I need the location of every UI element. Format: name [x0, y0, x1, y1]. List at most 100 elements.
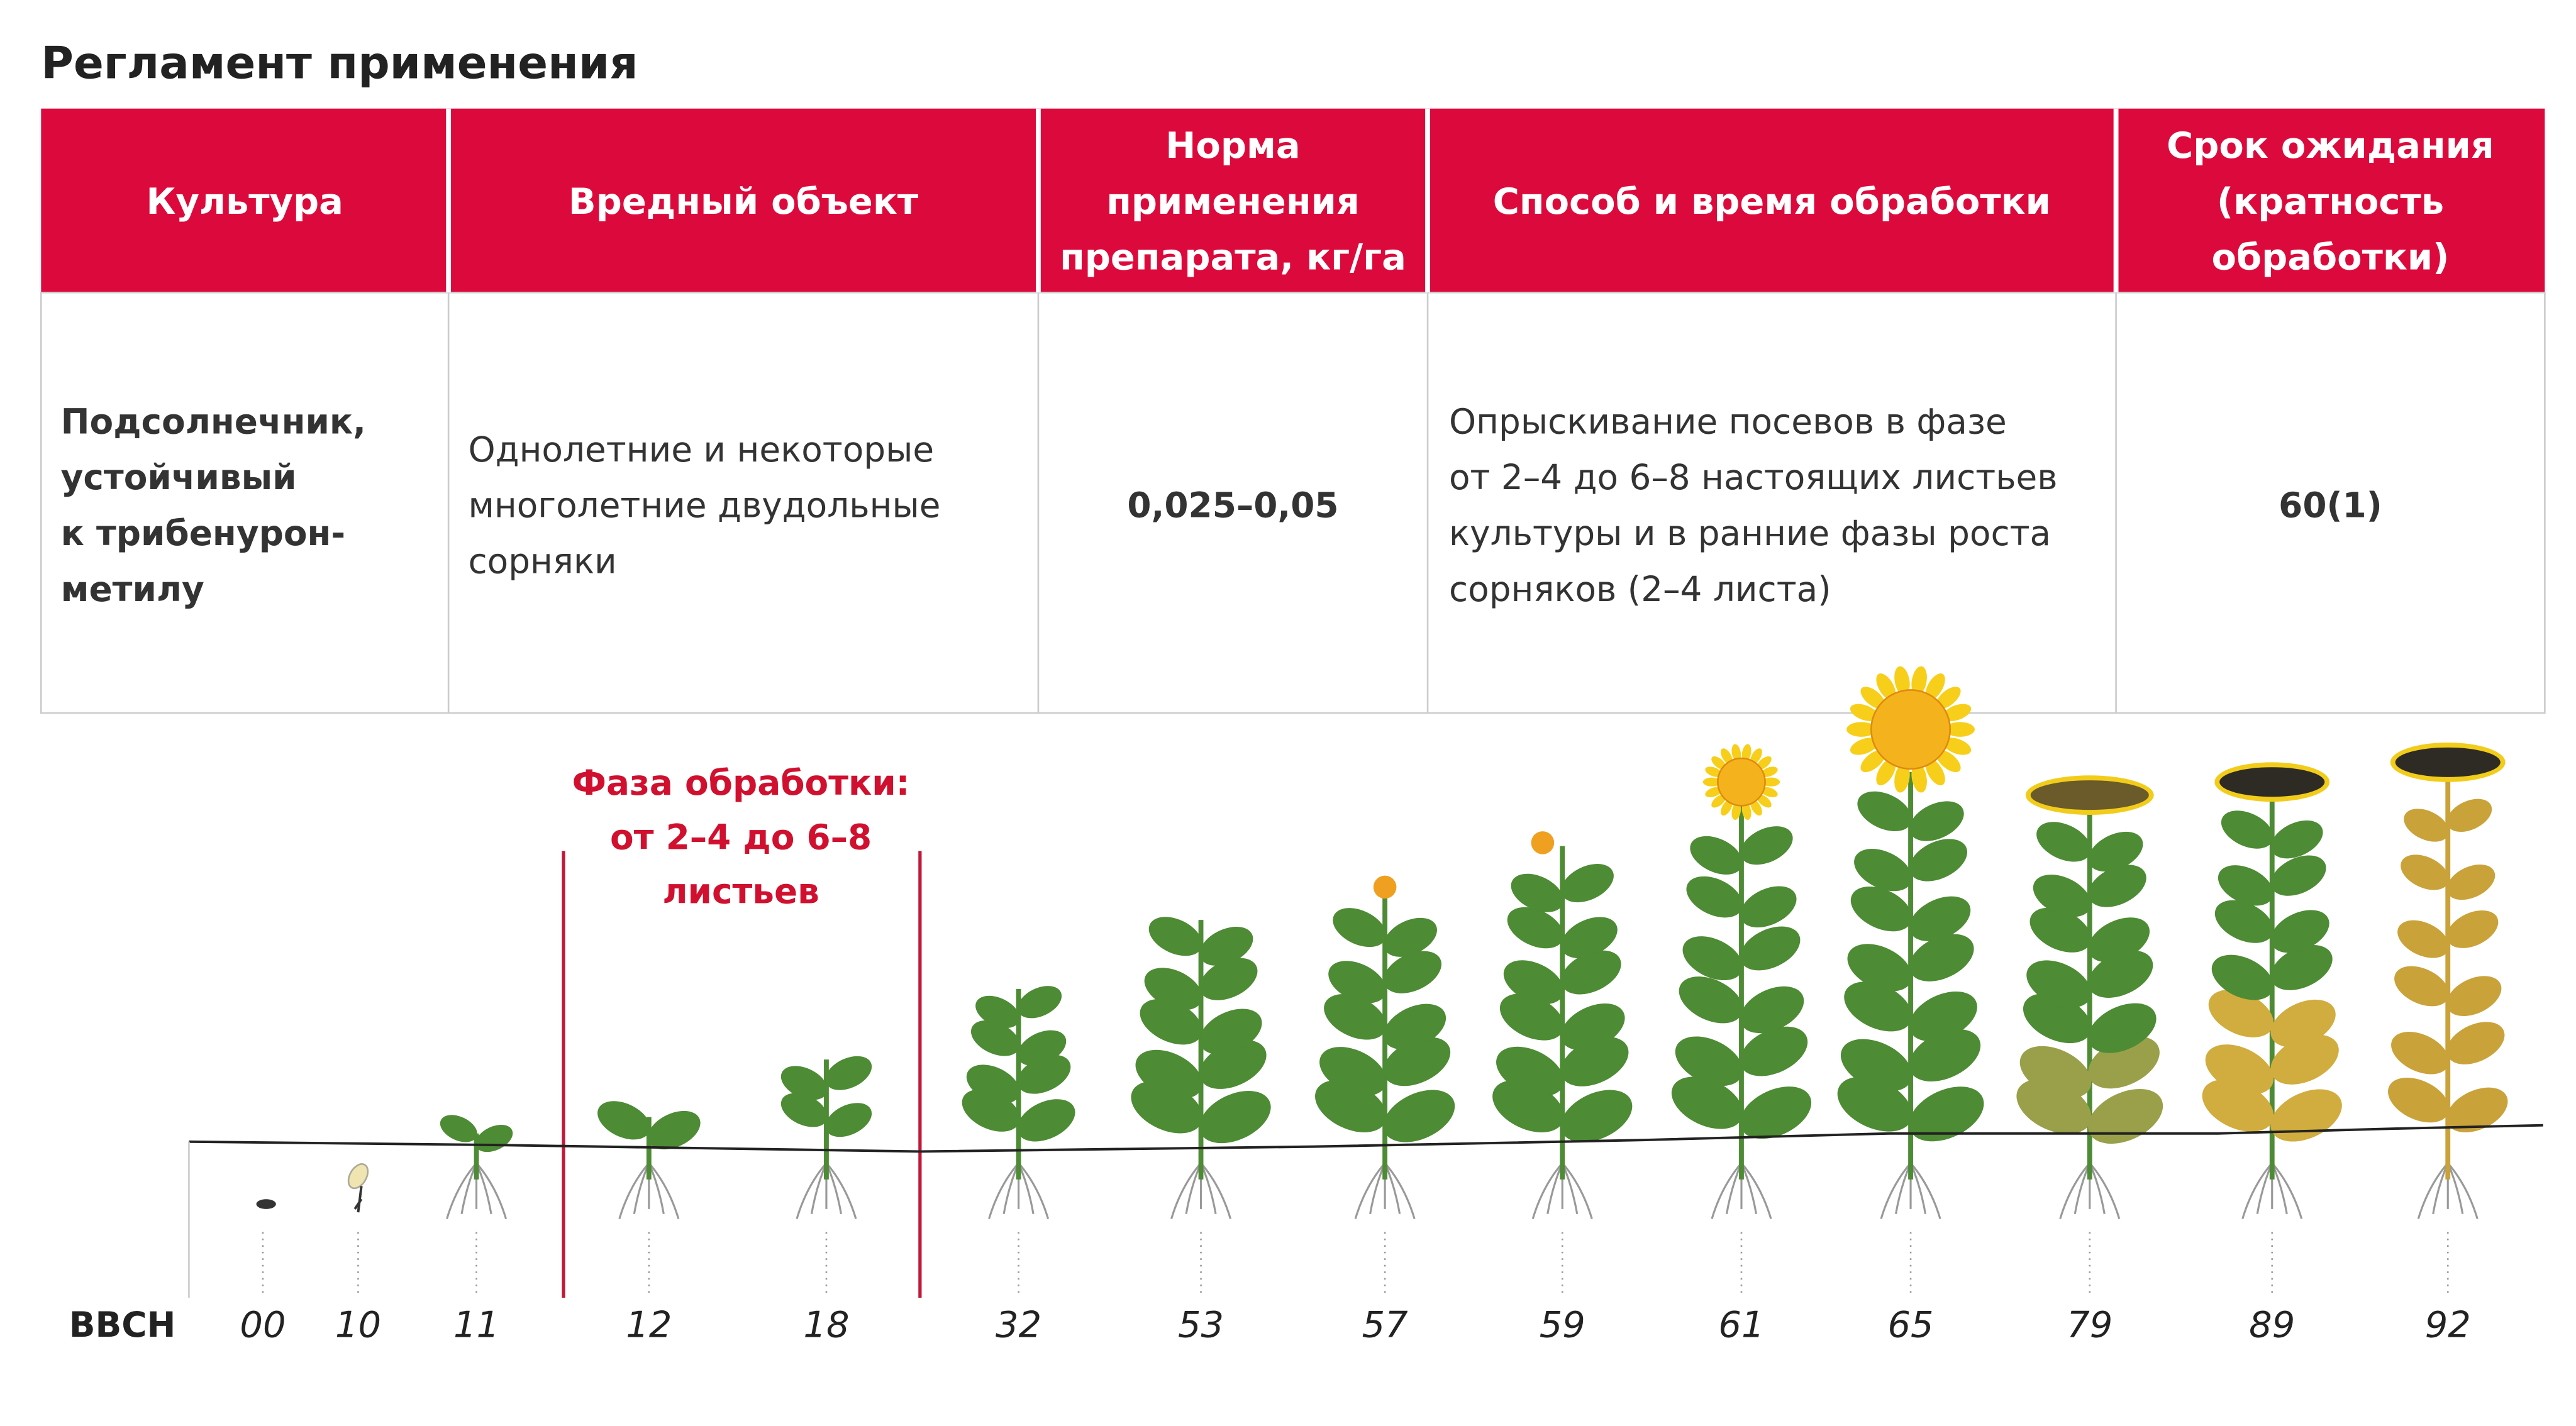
leaf [2394, 966, 2450, 1007]
leaf [1496, 1046, 1564, 1097]
stage-code: 11 [453, 1304, 499, 1346]
leaf [1199, 926, 1253, 966]
leaf [1840, 1039, 1913, 1092]
table-cell: многолетние двудольные [468, 485, 940, 526]
leaf [440, 1115, 477, 1142]
root [475, 1162, 508, 1220]
leaf [2088, 1088, 2163, 1144]
root [1909, 1162, 1941, 1220]
stage-code: 53 [1178, 1304, 1224, 1346]
leaf [2270, 820, 2323, 859]
page-title: Регламент применения [41, 37, 638, 89]
leaf [1383, 1090, 1455, 1142]
stage-code: 92 [2425, 1304, 2471, 1346]
seed-head [2395, 747, 2501, 777]
leaf [2404, 809, 2449, 842]
petal [1925, 758, 1945, 786]
table-cell: Подсолнечник, [61, 401, 366, 441]
seed-head [2219, 767, 2325, 797]
column-header: Культура [146, 180, 343, 223]
leaf [1148, 917, 1202, 956]
leaf [1671, 1076, 1743, 1129]
petal [1705, 766, 1723, 777]
stage-code: 89 [2249, 1304, 2295, 1346]
leaf [2088, 865, 2146, 907]
leaf [1560, 1090, 1633, 1142]
stage-code: 32 [996, 1304, 1041, 1346]
leaf [1740, 1086, 1812, 1139]
leaf [1909, 934, 1974, 981]
petal [1936, 749, 1961, 773]
table-cell: метилу [61, 569, 204, 609]
petal [1846, 722, 1877, 737]
petal [1741, 802, 1752, 820]
leaf [597, 1101, 650, 1140]
phase-label: листьев [662, 871, 819, 911]
column-header: (кратность [2217, 180, 2444, 223]
leaf [2088, 1003, 2157, 1053]
petal [1860, 687, 1885, 709]
root [2417, 1162, 2449, 1220]
leaf [1140, 998, 1202, 1045]
leaf [970, 1020, 1020, 1056]
leaf [1383, 1003, 1446, 1050]
leaf [1909, 1029, 1981, 1082]
root [1740, 1162, 1772, 1220]
leaf [2088, 917, 2150, 963]
petal [1894, 666, 1910, 696]
leaf [1511, 873, 1564, 912]
root [1531, 1162, 1563, 1220]
petal [1760, 766, 1778, 777]
leaf [1909, 1086, 1984, 1142]
petal [1943, 738, 1972, 755]
stage-code: 59 [1540, 1304, 1585, 1346]
leaf [1740, 886, 1797, 927]
leaf [2019, 1046, 2092, 1098]
table-header-bg [41, 108, 2545, 293]
column-header: Способ и время обработки [1493, 180, 2051, 223]
seed-head [2030, 780, 2149, 810]
petal [1876, 758, 1896, 786]
petal [1721, 799, 1733, 816]
leaf [1675, 1036, 1743, 1086]
flower-disc [1870, 689, 1951, 770]
phase-label: от 2–4 до 6–8 [610, 817, 872, 857]
leaf [1844, 981, 1913, 1032]
leaf [2446, 864, 2496, 900]
leaf [2270, 910, 2329, 953]
leaf [1503, 960, 1564, 1005]
leaf [1144, 968, 1202, 1010]
root [618, 1162, 650, 1220]
leaf [1682, 936, 1743, 981]
leaf [1854, 849, 1913, 892]
leaf [2221, 810, 2273, 849]
petal [1876, 673, 1896, 700]
table-cell: Опрыскивание посевов в фазе [1449, 401, 2007, 441]
leaf [1740, 826, 1793, 865]
leaf [1909, 991, 1977, 1042]
table-cell: сорняки [468, 541, 616, 581]
leaf [2401, 854, 2449, 890]
leaf [2026, 960, 2092, 1008]
root [1384, 1162, 1416, 1220]
stage-code: 10 [335, 1304, 381, 1346]
root [2447, 1162, 2479, 1220]
table-cell: культуры и в ранние фазы роста [1449, 513, 2051, 553]
table-cell: 60(1) [2279, 485, 2382, 526]
leaf [1328, 961, 1387, 1003]
root [446, 1162, 477, 1220]
table-body-bg [40, 291, 2546, 714]
leaf [1561, 917, 1618, 958]
petal [1705, 787, 1723, 797]
root [1354, 1162, 1386, 1220]
leaf [1319, 1047, 1387, 1096]
leaf [2270, 855, 2326, 896]
seed [347, 1163, 369, 1190]
leaf [2208, 990, 2273, 1037]
root [1170, 1162, 1202, 1220]
petal [1762, 777, 1780, 787]
leaf [2088, 831, 2143, 872]
leaf [2270, 1034, 2339, 1085]
leaf [1333, 908, 1386, 948]
